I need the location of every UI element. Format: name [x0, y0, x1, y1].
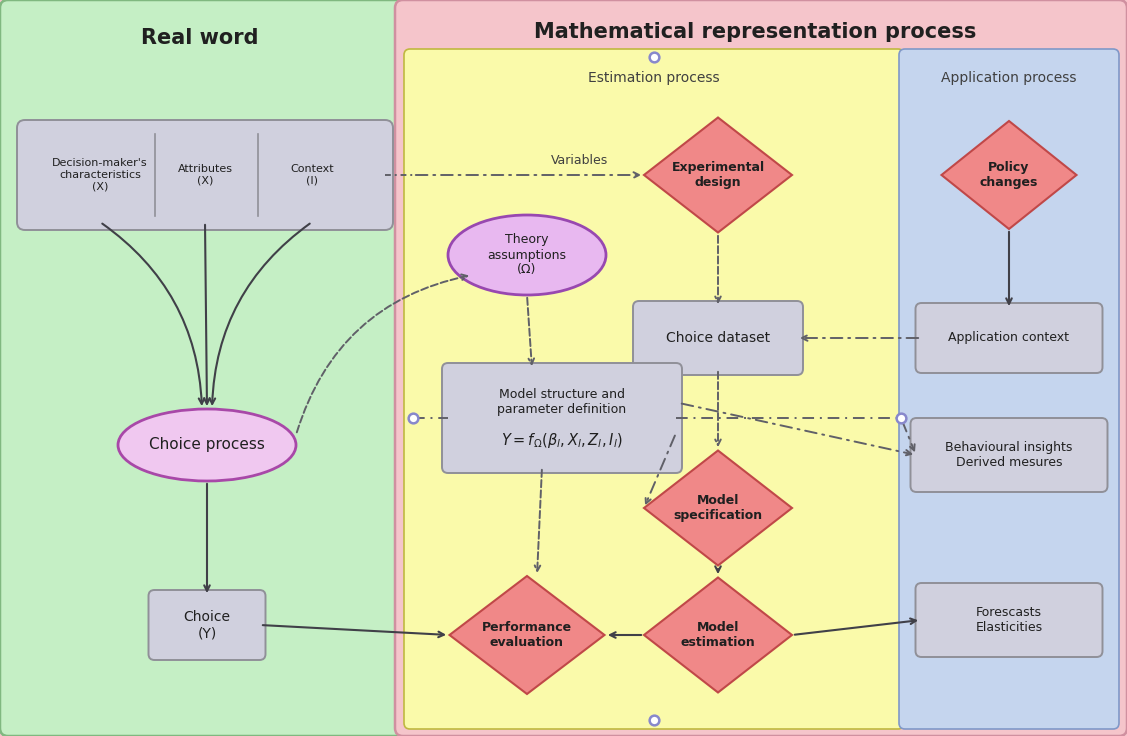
Polygon shape: [450, 576, 604, 694]
Text: Model
specification: Model specification: [674, 494, 763, 522]
FancyBboxPatch shape: [442, 363, 682, 473]
Text: Experimental
design: Experimental design: [672, 161, 764, 189]
FancyBboxPatch shape: [17, 120, 393, 230]
FancyBboxPatch shape: [915, 303, 1102, 373]
Text: Application process: Application process: [941, 71, 1076, 85]
FancyBboxPatch shape: [633, 301, 804, 375]
Text: Context
(I): Context (I): [290, 164, 334, 185]
Polygon shape: [644, 450, 792, 565]
Text: Decision-maker's
characteristics
(X): Decision-maker's characteristics (X): [52, 158, 148, 191]
Text: Attributes
(X): Attributes (X): [177, 164, 232, 185]
Text: Choice process: Choice process: [149, 437, 265, 453]
Text: Model structure and
parameter definition: Model structure and parameter definition: [497, 388, 627, 416]
FancyBboxPatch shape: [394, 0, 1127, 736]
Text: Theory
assumptions
(Ω): Theory assumptions (Ω): [488, 233, 567, 277]
Text: Choice
(Y): Choice (Y): [184, 610, 231, 640]
Ellipse shape: [118, 409, 296, 481]
Text: Choice dataset: Choice dataset: [666, 331, 770, 345]
Text: Model
estimation: Model estimation: [681, 621, 755, 649]
FancyBboxPatch shape: [0, 0, 403, 736]
Text: Behavioural insights
Derived mesures: Behavioural insights Derived mesures: [946, 441, 1073, 469]
Text: $Y = f_\Omega(\beta_l, X_l, Z_l, I_l)$: $Y = f_\Omega(\beta_l, X_l, Z_l, I_l)$: [502, 431, 623, 450]
Text: Mathematical representation process: Mathematical representation process: [534, 22, 976, 42]
Text: Application context: Application context: [949, 331, 1070, 344]
FancyBboxPatch shape: [899, 49, 1119, 729]
Text: Performance
evaluation: Performance evaluation: [482, 621, 573, 649]
Polygon shape: [644, 118, 792, 233]
Text: Real word: Real word: [141, 28, 259, 48]
Polygon shape: [941, 121, 1076, 229]
Text: Estimation process: Estimation process: [588, 71, 720, 85]
FancyBboxPatch shape: [911, 418, 1108, 492]
FancyBboxPatch shape: [149, 590, 266, 660]
Text: Forescasts
Elasticities: Forescasts Elasticities: [976, 606, 1042, 634]
FancyBboxPatch shape: [915, 583, 1102, 657]
Text: Variables: Variables: [551, 155, 609, 168]
Ellipse shape: [449, 215, 606, 295]
Polygon shape: [644, 578, 792, 693]
Text: Policy
changes: Policy changes: [979, 161, 1038, 189]
FancyBboxPatch shape: [403, 49, 904, 729]
